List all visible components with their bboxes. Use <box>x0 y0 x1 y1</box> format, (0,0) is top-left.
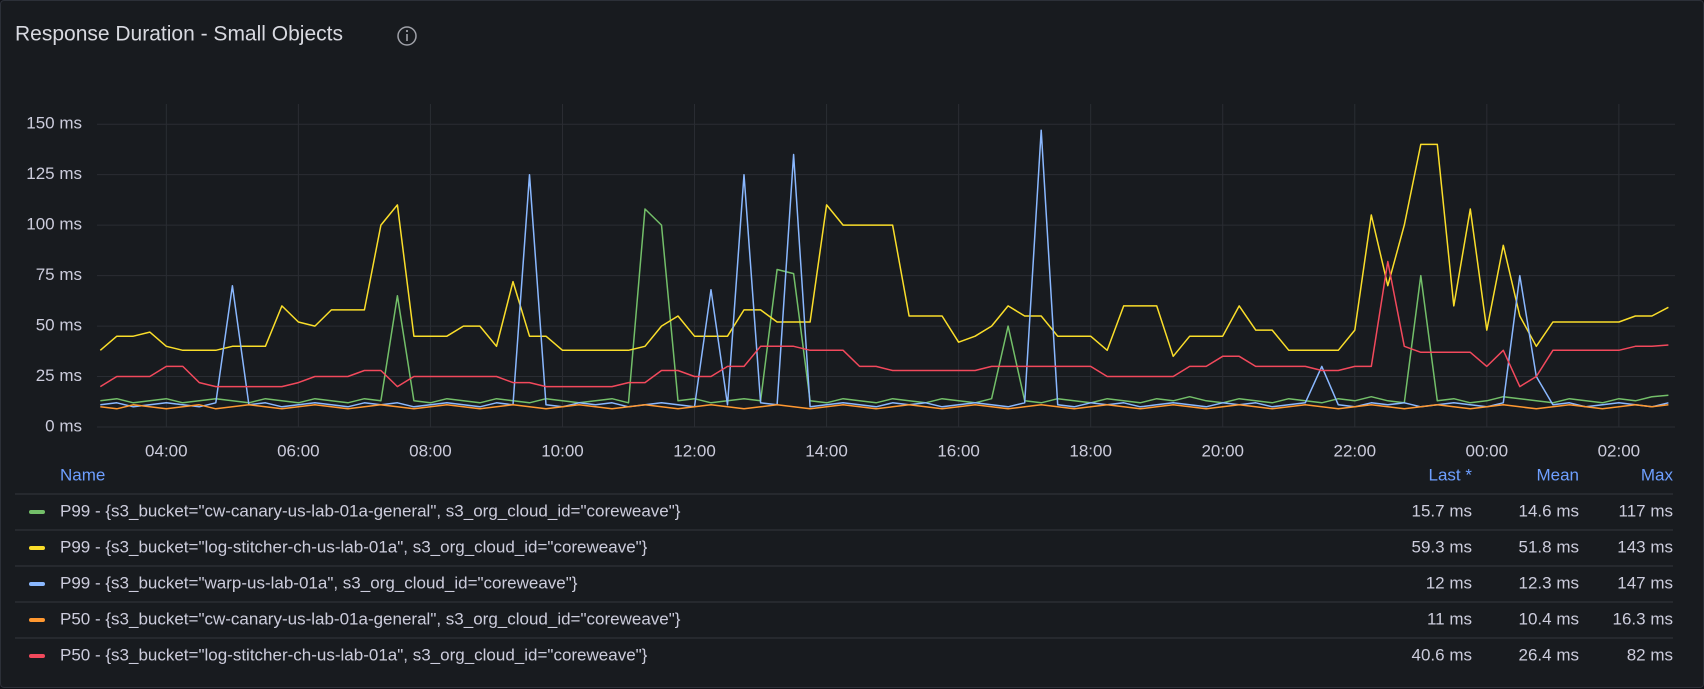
x-tick-label: 02:00 <box>1598 441 1641 460</box>
legend-name: P99 - {s3_bucket="warp-us-lab-01a", s3_o… <box>60 573 578 592</box>
info-icon[interactable] <box>397 26 417 46</box>
legend-stat: 59.3 ms <box>1412 537 1472 556</box>
legend-header: Last * <box>1429 465 1473 484</box>
legend-stat: 40.6 ms <box>1412 645 1472 664</box>
legend-stat: 147 ms <box>1617 573 1673 592</box>
legend-stat: 10.4 ms <box>1519 609 1579 628</box>
series-line <box>100 208 1669 404</box>
x-tick-label: 12:00 <box>673 441 716 460</box>
series-line <box>99 143 1669 358</box>
legend-name: P50 - {s3_bucket="log-stitcher-ch-us-lab… <box>60 645 648 664</box>
y-tick-label: 50 ms <box>36 316 82 335</box>
legend-swatch <box>29 654 45 658</box>
legend-swatch <box>29 510 45 514</box>
x-tick-label: 06:00 <box>277 441 320 460</box>
series-line <box>100 404 1669 410</box>
legend-header: Max <box>1641 465 1674 484</box>
x-tick-label: 10:00 <box>541 441 584 460</box>
x-tick-label: 20:00 <box>1201 441 1244 460</box>
x-tick-label: 14:00 <box>805 441 848 460</box>
legend-header: Mean <box>1536 465 1579 484</box>
legend-stat: 11 ms <box>1427 609 1472 628</box>
x-tick-label: 22:00 <box>1334 441 1377 460</box>
legend-swatch <box>29 582 45 586</box>
x-tick-label: 16:00 <box>937 441 980 460</box>
legend-swatch <box>29 546 45 550</box>
legend-name: P99 - {s3_bucket="cw-canary-us-lab-01a-g… <box>60 501 681 520</box>
series-line <box>99 260 1669 388</box>
y-tick-label: 150 ms <box>26 114 82 133</box>
x-tick-label: 04:00 <box>145 441 188 460</box>
x-tick-label: 08:00 <box>409 441 452 460</box>
legend-stat: 82 ms <box>1627 645 1673 664</box>
legend-stat: 14.6 ms <box>1519 501 1579 520</box>
legend-stat: 117 ms <box>1619 501 1674 520</box>
x-tick-label: 18:00 <box>1069 441 1112 460</box>
legend-stat: 51.8 ms <box>1519 537 1579 556</box>
y-tick-label: 25 ms <box>36 366 82 385</box>
y-tick-label: 125 ms <box>26 164 82 183</box>
legend-stat: 12 ms <box>1426 573 1472 592</box>
legend-stat: 143 ms <box>1617 537 1673 556</box>
legend-stat: 15.7 ms <box>1412 501 1472 520</box>
y-tick-label: 75 ms <box>36 265 82 284</box>
legend-name: P99 - {s3_bucket="log-stitcher-ch-us-lab… <box>60 537 648 556</box>
legend-name: P50 - {s3_bucket="cw-canary-us-lab-01a-g… <box>60 609 681 628</box>
legend-stat: 12.3 ms <box>1519 573 1579 592</box>
y-tick-label: 0 ms <box>45 416 82 435</box>
y-tick-label: 100 ms <box>26 215 82 234</box>
legend-swatch <box>29 618 45 622</box>
series-line <box>100 129 1669 408</box>
legend-stat: 26.4 ms <box>1519 645 1579 664</box>
x-tick-label: 00:00 <box>1466 441 1509 460</box>
legend-stat: 16.3 ms <box>1613 609 1673 628</box>
legend-header: Name <box>60 465 105 484</box>
chart-title: Response Duration - Small Objects <box>15 23 343 46</box>
